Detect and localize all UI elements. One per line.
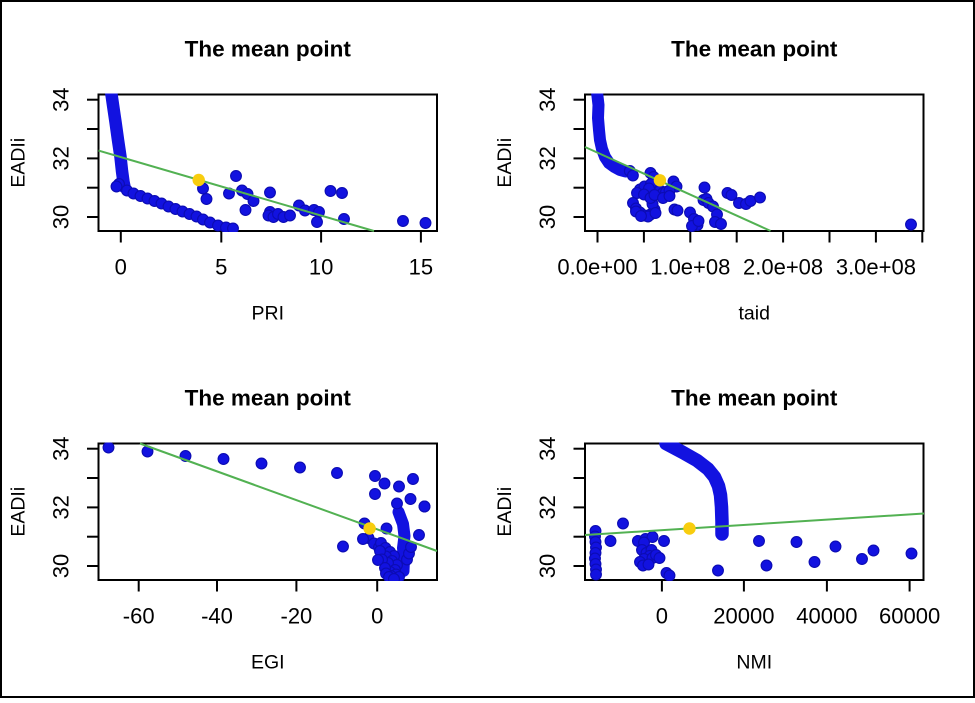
svg-text:32: 32 — [49, 146, 74, 170]
svg-text:-20: -20 — [281, 604, 313, 629]
svg-text:34: 34 — [535, 87, 560, 111]
svg-text:PRI: PRI — [251, 303, 284, 325]
svg-text:EADIi: EADIi — [8, 487, 30, 537]
svg-text:The mean point: The mean point — [671, 386, 838, 411]
svg-text:-60: -60 — [123, 604, 155, 629]
svg-text:EADIi: EADIi — [494, 487, 516, 537]
svg-text:32: 32 — [49, 495, 74, 519]
svg-text:-40: -40 — [201, 604, 233, 629]
svg-text:15: 15 — [409, 255, 433, 280]
svg-text:60000: 60000 — [879, 604, 940, 629]
svg-text:20000: 20000 — [713, 604, 774, 629]
svg-text:EGI: EGI — [251, 652, 285, 674]
svg-text:34: 34 — [535, 436, 560, 460]
svg-text:0.0e+00: 0.0e+00 — [557, 255, 637, 280]
svg-text:2.0e+08: 2.0e+08 — [743, 255, 823, 280]
svg-text:1.0e+08: 1.0e+08 — [650, 255, 730, 280]
svg-text:NMI: NMI — [736, 652, 772, 674]
svg-text:34: 34 — [49, 436, 74, 460]
svg-text:0: 0 — [371, 604, 383, 629]
svg-text:0: 0 — [115, 255, 127, 280]
svg-text:EADIi: EADIi — [8, 138, 30, 188]
svg-text:The mean point: The mean point — [185, 386, 352, 411]
svg-text:40000: 40000 — [796, 604, 857, 629]
svg-text:30: 30 — [535, 554, 560, 578]
svg-text:3.0e+08: 3.0e+08 — [836, 255, 916, 280]
svg-text:30: 30 — [535, 205, 560, 229]
svg-text:10: 10 — [309, 255, 333, 280]
svg-text:30: 30 — [49, 554, 74, 578]
svg-text:32: 32 — [535, 495, 560, 519]
svg-text:The mean point: The mean point — [185, 37, 352, 62]
svg-text:5: 5 — [215, 255, 227, 280]
svg-text:EADIi: EADIi — [494, 138, 516, 188]
svg-text:34: 34 — [49, 87, 74, 111]
svg-text:taid: taid — [739, 303, 770, 325]
svg-text:0: 0 — [656, 604, 668, 629]
svg-text:The mean point: The mean point — [671, 37, 838, 62]
svg-text:32: 32 — [535, 146, 560, 170]
svg-text:30: 30 — [49, 205, 74, 229]
